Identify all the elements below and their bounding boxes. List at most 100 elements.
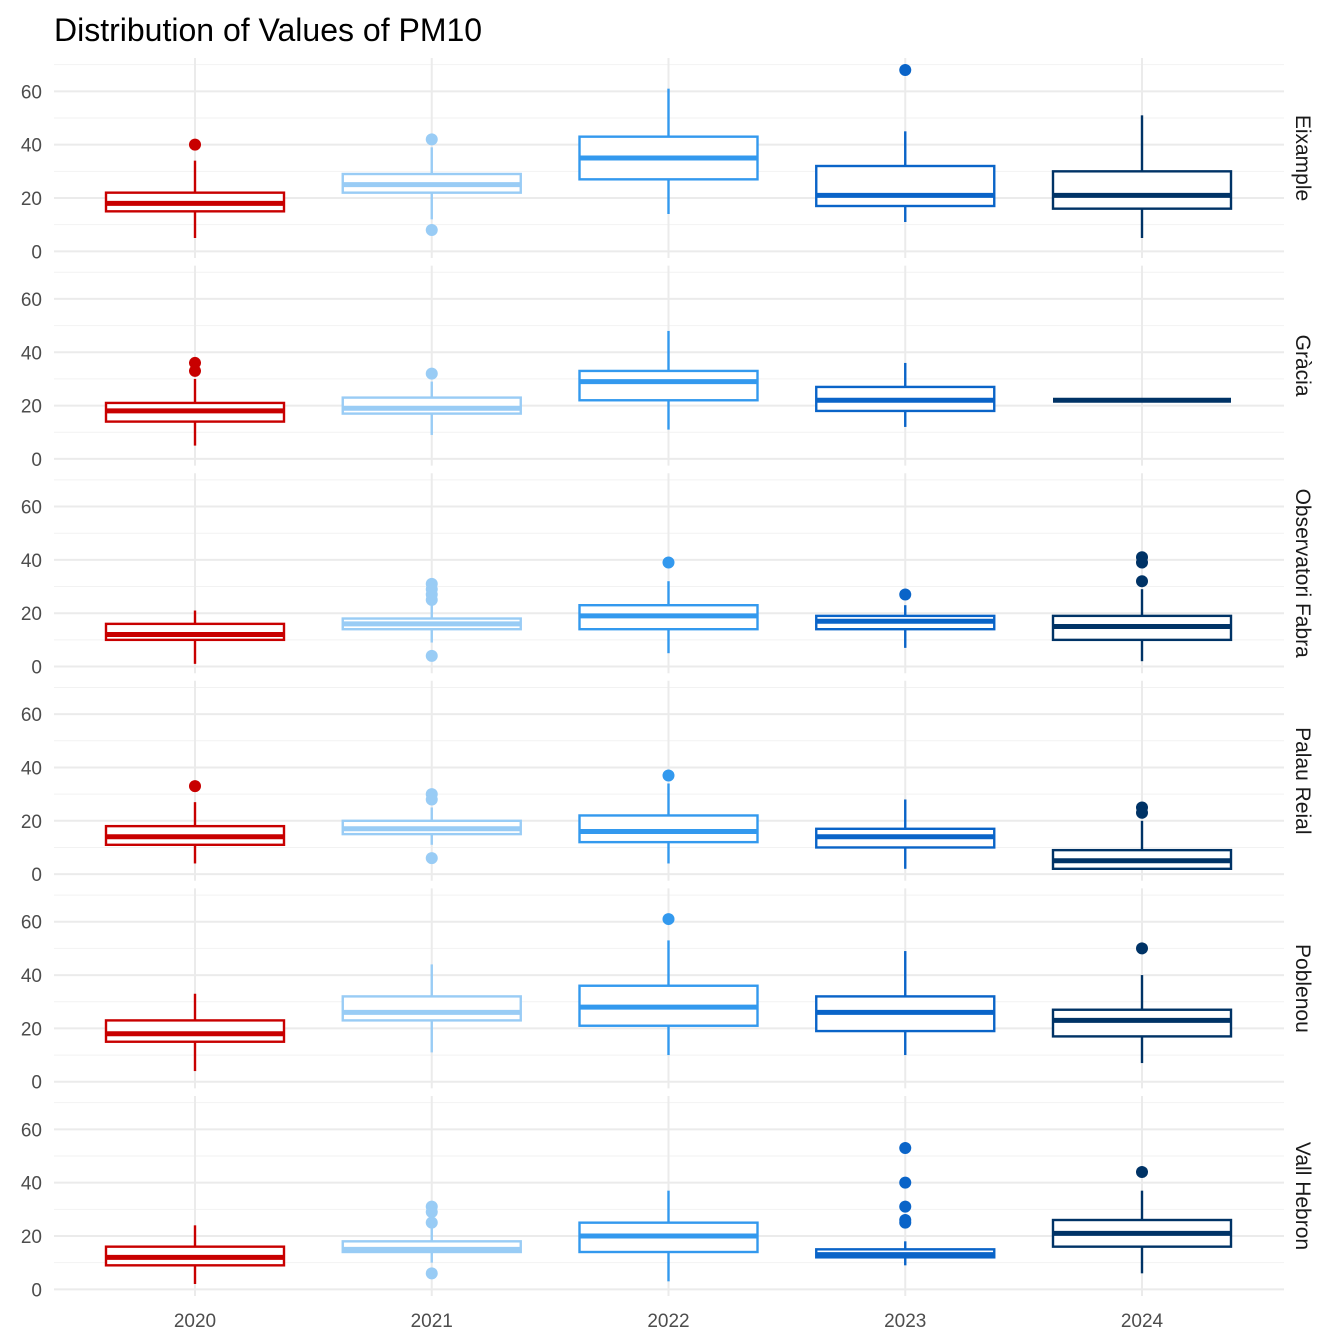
facet-strip-label: Eixample xyxy=(1291,115,1314,201)
outlier-point xyxy=(425,1267,438,1280)
outlier-point xyxy=(1136,556,1148,569)
outlier-point xyxy=(899,1142,912,1154)
y-tick-label: 40 xyxy=(21,1174,42,1195)
boxplot-2021 xyxy=(341,964,522,1053)
boxplot-2024 xyxy=(1051,1166,1233,1274)
outlier-point xyxy=(189,138,201,151)
facet-panel: 0 20 40 60 Poblenou xyxy=(21,888,1314,1094)
box-iqr xyxy=(578,369,759,402)
outlier-point xyxy=(662,913,675,926)
boxplot-2023 xyxy=(815,362,996,427)
x-axis: 2020 2021 2022 2023 2024 xyxy=(174,1311,1164,1332)
outlier-point xyxy=(1136,575,1148,588)
outlier-point xyxy=(425,852,438,865)
outlier-point xyxy=(189,364,201,377)
y-tick-label: 0 xyxy=(31,1073,42,1094)
y-tick-label: 60 xyxy=(21,705,42,726)
x-tick-label: 2024 xyxy=(1121,1311,1164,1332)
facet-panels: 0 20 40 60 Eixample 0 20 40 60 Gràcia 0 20 40 60 Obser… xyxy=(21,58,1314,1301)
boxplot-2020 xyxy=(104,610,286,664)
boxplot-2021 xyxy=(341,1200,522,1280)
y-tick-label: 60 xyxy=(21,913,42,934)
box-iqr xyxy=(104,1019,286,1043)
y-tick-label: 0 xyxy=(31,865,42,886)
outlier-point xyxy=(899,1216,912,1229)
boxplot-2022 xyxy=(578,556,759,654)
facet-panel: 0 20 40 60 Palau Reial xyxy=(21,680,1314,886)
y-tick-label: 20 xyxy=(21,1227,42,1248)
boxplot-2024 xyxy=(1051,551,1233,662)
facet-panel: 0 20 40 60 Eixample xyxy=(21,58,1314,263)
y-tick-label: 60 xyxy=(21,290,42,311)
y-tick-label: 20 xyxy=(21,189,42,210)
facet-strip-label: Observatori Fabra xyxy=(1291,489,1314,659)
outlier-point xyxy=(899,588,912,601)
facet-panel: 0 20 40 60 Observatori Fabra xyxy=(21,473,1314,679)
outlier-point xyxy=(425,793,438,806)
chart-title: Distribution of Values of PM10 xyxy=(54,12,482,48)
y-tick-label: 20 xyxy=(21,604,42,625)
outlier-point xyxy=(899,1176,912,1189)
y-tick-label: 60 xyxy=(21,498,42,519)
boxplot-2023 xyxy=(815,951,996,1056)
x-tick-label: 2022 xyxy=(647,1311,689,1332)
outlier-point xyxy=(1136,806,1148,819)
boxplot-2021 xyxy=(341,133,522,236)
boxplot-2023 xyxy=(815,1142,996,1266)
boxplot-2024 xyxy=(1051,942,1233,1064)
outlier-point xyxy=(899,1200,912,1213)
y-tick-label: 0 xyxy=(31,1280,42,1301)
outlier-point xyxy=(899,64,912,76)
outlier-point xyxy=(425,1216,438,1229)
outlier-point xyxy=(425,649,438,662)
boxplot-2020 xyxy=(104,993,286,1072)
boxplot-2022 xyxy=(578,769,759,864)
boxplot-2024 xyxy=(1051,115,1233,238)
outlier-point xyxy=(1136,1166,1148,1178)
outlier-point xyxy=(425,133,438,146)
y-tick-label: 40 xyxy=(21,343,42,364)
y-tick-label: 40 xyxy=(21,551,42,572)
boxplot-2021 xyxy=(341,788,522,865)
y-tick-label: 40 xyxy=(21,136,42,157)
outlier-point xyxy=(425,1206,438,1218)
boxplot-2023 xyxy=(815,64,996,222)
outlier-point xyxy=(1136,942,1148,955)
y-tick-label: 0 xyxy=(31,242,42,263)
box-iqr xyxy=(104,622,286,642)
boxplot-2021 xyxy=(341,367,522,435)
boxplot-2020 xyxy=(104,356,286,446)
y-tick-label: 60 xyxy=(21,1120,42,1141)
facet-panel: 0 20 40 60 Vall Hebron xyxy=(21,1096,1314,1301)
box-iqr xyxy=(341,1240,522,1254)
boxplot-2022 xyxy=(578,913,759,1056)
y-tick-label: 0 xyxy=(31,450,42,471)
facet-strip-label: Vall Hebron xyxy=(1291,1142,1314,1250)
facet-panel: 0 20 40 60 Gràcia xyxy=(21,265,1314,471)
boxplot-2022 xyxy=(578,330,759,430)
box-iqr xyxy=(815,164,996,208)
boxplot-2023 xyxy=(815,588,996,648)
box-iqr xyxy=(1051,1008,1233,1038)
box-iqr xyxy=(341,995,522,1022)
box-iqr xyxy=(578,814,759,844)
boxplot-2022 xyxy=(578,1190,759,1282)
outlier-point xyxy=(189,780,201,793)
outlier-point xyxy=(425,593,438,606)
boxplot-2024 xyxy=(1051,801,1233,871)
boxplot-2020 xyxy=(104,138,286,238)
x-tick-label: 2020 xyxy=(174,1311,216,1332)
boxplot-2020 xyxy=(104,1225,286,1284)
outlier-point xyxy=(425,367,438,380)
y-tick-label: 40 xyxy=(21,758,42,779)
facet-strip-label: Gràcia xyxy=(1291,335,1314,397)
outlier-point xyxy=(662,769,675,782)
y-tick-label: 60 xyxy=(21,82,42,103)
y-tick-label: 20 xyxy=(21,1019,42,1040)
facet-strip-label: Palau Reial xyxy=(1291,727,1314,834)
boxplot-2022 xyxy=(578,88,759,214)
x-tick-label: 2023 xyxy=(884,1311,926,1332)
y-tick-label: 20 xyxy=(21,397,42,418)
outlier-point xyxy=(425,224,438,236)
